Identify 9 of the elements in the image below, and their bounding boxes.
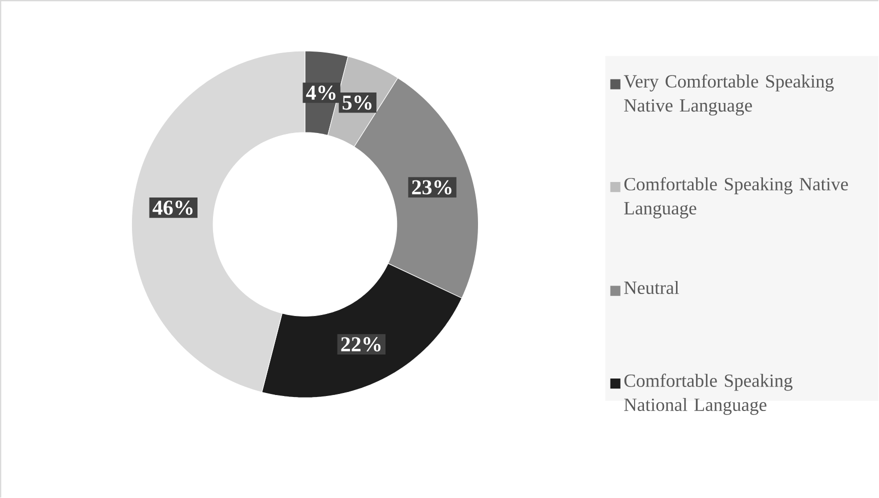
data-label: 5% — [342, 95, 372, 110]
data-label: 46% — [152, 200, 193, 215]
data-label: 23% — [412, 180, 452, 194]
legend-label: Neutral — [624, 280, 679, 294]
legend-label: Comfortable Speaking National Language — [624, 374, 792, 415]
data-label: 22% — [341, 337, 381, 352]
legend-label: Very Comfortable Speaking Native Language — [624, 74, 834, 116]
legend-label: Comfortable Speaking Native Language — [624, 177, 848, 218]
data-label: 4% — [306, 86, 336, 100]
